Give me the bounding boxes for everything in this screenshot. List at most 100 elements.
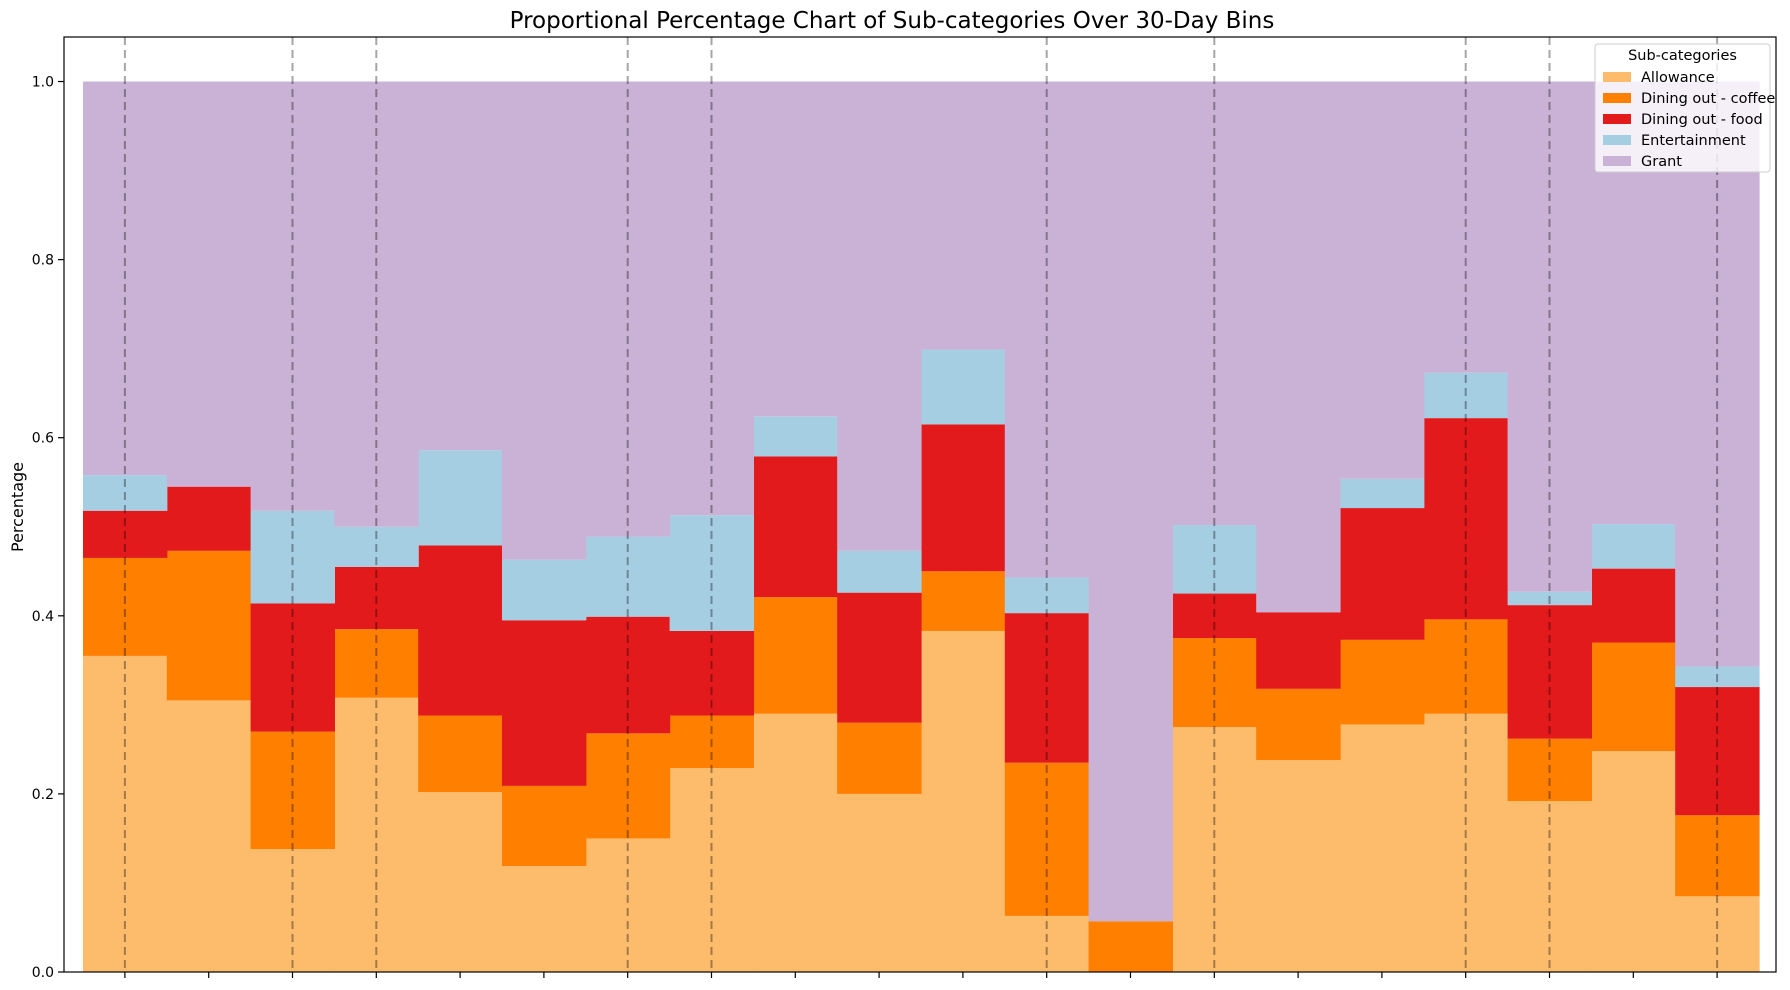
legend-entry-label: Allowance — [1641, 70, 1715, 86]
bin-segment — [753, 713, 838, 972]
bin-segment — [837, 722, 922, 794]
bin-segment — [837, 550, 922, 593]
bin-segment — [1172, 638, 1257, 728]
y-tick-label: 1.0 — [32, 75, 54, 91]
bin-segment — [83, 510, 168, 558]
bin-segment — [837, 81, 922, 551]
bin-segment — [418, 450, 503, 546]
chart-title: Proportional Percentage Chart of Sub-cat… — [510, 8, 1275, 34]
bin-segment — [334, 566, 419, 630]
bin-segment — [837, 793, 922, 972]
bin-segment — [1423, 81, 1509, 373]
bin-segment — [1256, 688, 1341, 761]
legend-swatch — [1603, 72, 1631, 82]
bin-segment — [250, 81, 335, 511]
series-dining-out-food — [83, 418, 1760, 816]
bin-segment — [1256, 81, 1341, 613]
bin-segment — [585, 838, 671, 972]
bin-segment — [1004, 915, 1090, 972]
bin-segment — [1256, 760, 1341, 972]
bin-segment — [418, 81, 503, 451]
bin-segment — [753, 456, 838, 598]
legend-entry-label: Dining out - food — [1641, 112, 1763, 128]
bin-segment — [1423, 372, 1509, 419]
bin-segment — [1507, 738, 1592, 802]
bin-segment — [669, 81, 754, 516]
bin-segment — [418, 545, 503, 716]
bin-segment — [921, 349, 1006, 425]
bin-segment — [502, 620, 587, 786]
bin-segment — [753, 597, 838, 714]
bin-segment — [1004, 577, 1090, 614]
bin-segment — [83, 475, 168, 511]
series-dining-out-coffee — [83, 550, 1760, 972]
bin-segment — [83, 655, 168, 972]
legend-box — [1594, 43, 1771, 173]
bin-segment — [502, 785, 587, 867]
legend-title: Sub-categories — [1628, 48, 1737, 64]
bin-segment — [166, 550, 252, 701]
bin-segment — [1340, 81, 1425, 479]
bin-segment — [921, 571, 1006, 631]
bin-segment — [250, 731, 335, 850]
bin-segment — [166, 486, 252, 551]
axes-frame — [63, 36, 1777, 973]
bin-segment — [921, 630, 1006, 972]
bin-segment — [1675, 666, 1760, 688]
bin-segment — [1340, 724, 1425, 972]
bin-segment — [1172, 81, 1257, 525]
bin-segment — [1591, 642, 1676, 752]
bin-segment — [1675, 815, 1760, 897]
bin-segment — [585, 81, 671, 537]
bin-segment — [334, 526, 419, 567]
bin-segment — [1507, 591, 1592, 606]
bin-segment — [83, 81, 168, 476]
bin-segment — [669, 768, 754, 972]
bin-segment — [585, 733, 671, 839]
legend: Sub-categories Allowance Dining out - cof… — [1594, 43, 1775, 173]
bin-segment — [1675, 81, 1760, 667]
bin-segment — [921, 424, 1006, 572]
series-grant — [83, 81, 1760, 922]
bin-segment — [1591, 524, 1676, 569]
bin-segment — [585, 536, 671, 617]
bin-segment — [83, 557, 168, 656]
bin-segment — [1088, 921, 1173, 972]
bin-segment — [1172, 593, 1257, 639]
bin-segment — [166, 81, 252, 487]
bin-segment — [585, 616, 671, 734]
y-tick-label: 0.2 — [32, 787, 54, 803]
bin-segment — [334, 81, 419, 527]
bin-segment — [1507, 81, 1592, 592]
bin-segment — [1340, 478, 1425, 509]
series-allowance — [83, 630, 1760, 972]
bin-segment — [1423, 418, 1509, 620]
bin-segment — [1256, 612, 1341, 689]
bin-segment — [418, 792, 503, 972]
bin-segment — [1004, 613, 1090, 763]
bin-segment — [250, 849, 335, 972]
bin-segment — [334, 697, 419, 972]
bin-segment — [753, 416, 838, 457]
bin-segment — [418, 715, 503, 793]
bin-segment — [502, 559, 587, 621]
bin-segment — [837, 592, 922, 723]
bin-segment — [1423, 619, 1509, 714]
bin-segment — [753, 81, 838, 417]
legend-swatch — [1603, 114, 1631, 124]
bin-segment — [166, 700, 252, 972]
legend-swatch — [1603, 135, 1631, 145]
y-tick-label: 0.6 — [32, 431, 54, 447]
y-tick-label: 0.0 — [32, 965, 54, 981]
bin-segment — [1340, 639, 1425, 725]
legend-swatch — [1603, 156, 1631, 166]
bin-segment — [1088, 81, 1173, 922]
bin-segment — [669, 630, 754, 716]
bin-segment — [1004, 762, 1090, 916]
bin-segment — [1423, 713, 1509, 972]
bin-segment — [1675, 896, 1760, 972]
bin-segment — [250, 603, 335, 732]
series-entertainment — [83, 349, 1760, 688]
y-tick-label: 0.4 — [32, 609, 54, 625]
